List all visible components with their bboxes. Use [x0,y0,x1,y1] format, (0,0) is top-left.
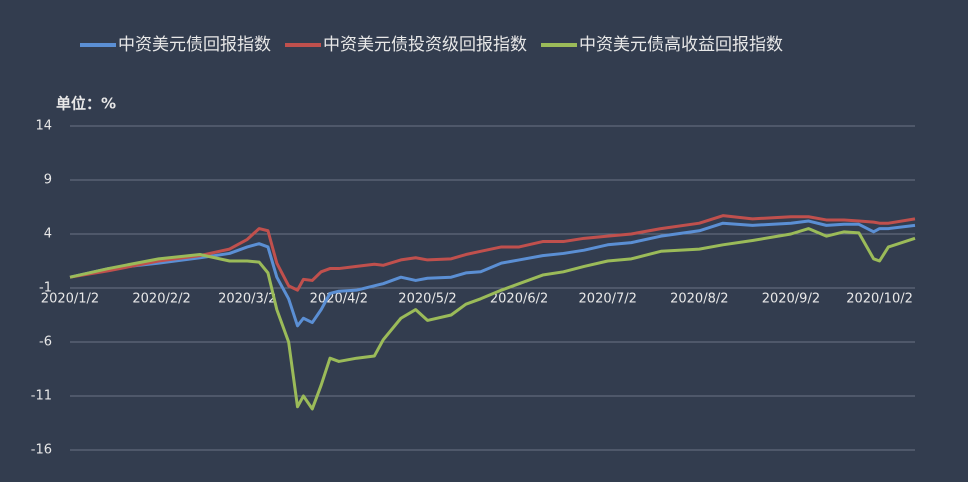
x-tick-label: 2020/5/2 [398,292,456,307]
x-tick-label: 2020/6/2 [490,292,548,307]
y-tick-label: -11 [31,389,52,404]
legend-text: 中资美元债回报指数 [118,35,271,55]
x-tick-label: 2020/9/2 [762,292,820,307]
y-tick-label: 14 [35,119,52,134]
y-tick-label: 9 [44,173,52,188]
legend-text: 中资美元债投资级回报指数 [323,35,527,55]
unit-label: 单位：% [56,95,116,113]
x-tick-label: 2020/3/2 [218,292,276,307]
x-tick-label: 2020/7/2 [579,292,637,307]
y-tick-label: -16 [31,443,52,458]
x-tick-label: 2020/2/2 [132,292,190,307]
legend-text: 中资美元债高收益回报指数 [579,35,783,55]
x-tick-label: 2020/1/2 [41,292,99,307]
series-line [69,219,916,328]
x-tick-label: 2020/4/2 [310,292,368,307]
y-tick-label: -6 [39,335,52,350]
x-tick-label: 2020/8/2 [670,292,728,307]
y-tick-label: 4 [44,227,52,242]
series-line [69,214,916,292]
series-line [69,227,916,411]
x-tick-label: 2020/10/2 [846,292,913,307]
y-tick-label: -1 [39,281,52,296]
